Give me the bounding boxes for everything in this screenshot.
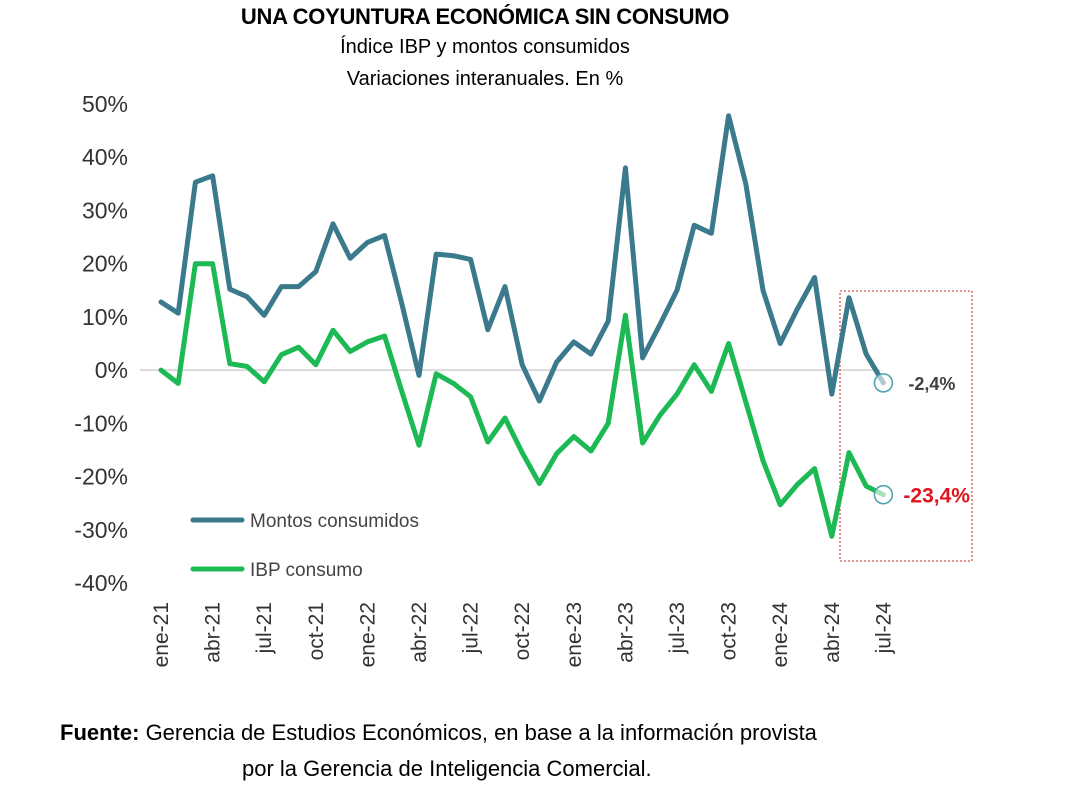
end-value-label: -2,4% xyxy=(908,374,955,394)
y-tick-label: 20% xyxy=(82,251,128,277)
x-tick-label: abr-23 xyxy=(614,602,637,663)
source-note: Fuente: Gerencia de Estudios Económicos,… xyxy=(60,720,960,746)
chart-subtitle-1: Índice IBP y montos consumidos xyxy=(340,36,630,58)
series-line-montos xyxy=(158,113,886,404)
end-value-label: -23,4% xyxy=(903,485,970,508)
x-tick-label: oct-21 xyxy=(305,602,328,660)
end-point-marker xyxy=(873,373,894,393)
x-tick-label: ene-21 xyxy=(150,602,173,667)
source-text-1: Gerencia de Estudios Económicos, en base… xyxy=(139,720,817,745)
series-line-ibp xyxy=(158,261,886,539)
legend-label: Montos consumidos xyxy=(250,511,419,532)
y-tick-label: 10% xyxy=(82,304,128,330)
x-tick-label: abr-24 xyxy=(821,602,844,663)
y-tick-label: 0% xyxy=(95,357,128,383)
y-tick-label: 40% xyxy=(82,144,128,170)
y-tick-label: 50% xyxy=(82,91,128,117)
y-tick-label: -10% xyxy=(74,410,128,436)
chart-title: UNA COYUNTURA ECONÓMICA SIN CONSUMO xyxy=(240,4,730,29)
x-tick-label: jul-21 xyxy=(253,602,276,654)
y-tick-label: -40% xyxy=(74,570,128,596)
y-tick-label: 30% xyxy=(82,197,128,223)
x-tick-label: jul-24 xyxy=(872,602,895,655)
source-text-2: por la Gerencia de Inteligencia Comercia… xyxy=(242,756,652,781)
x-tick-label: abr-22 xyxy=(408,602,431,663)
x-tick-label: abr-21 xyxy=(202,602,225,663)
x-tick-label: jul-22 xyxy=(460,602,483,654)
x-tick-label: oct-23 xyxy=(718,602,741,660)
x-tick-label: oct-22 xyxy=(511,602,534,660)
y-tick-label: -30% xyxy=(74,517,128,543)
legend-label: IBP consumo xyxy=(250,560,363,581)
end-point-marker xyxy=(873,484,894,505)
source-label: Fuente: xyxy=(60,720,140,745)
chart-subtitle-2: Variaciones interanuales. En % xyxy=(346,68,624,90)
y-tick-label: -20% xyxy=(74,464,128,490)
x-tick-label: jul-23 xyxy=(666,602,689,654)
x-tick-label: ene-22 xyxy=(356,602,379,667)
x-tick-label: ene-24 xyxy=(769,602,792,668)
line-chart: 50% 40% 30% 20% 10% 0% -10% -20% -30% -40% ene-21 a… xyxy=(74,91,973,668)
highlight-box xyxy=(839,290,973,562)
x-tick-label: ene-23 xyxy=(563,602,586,667)
